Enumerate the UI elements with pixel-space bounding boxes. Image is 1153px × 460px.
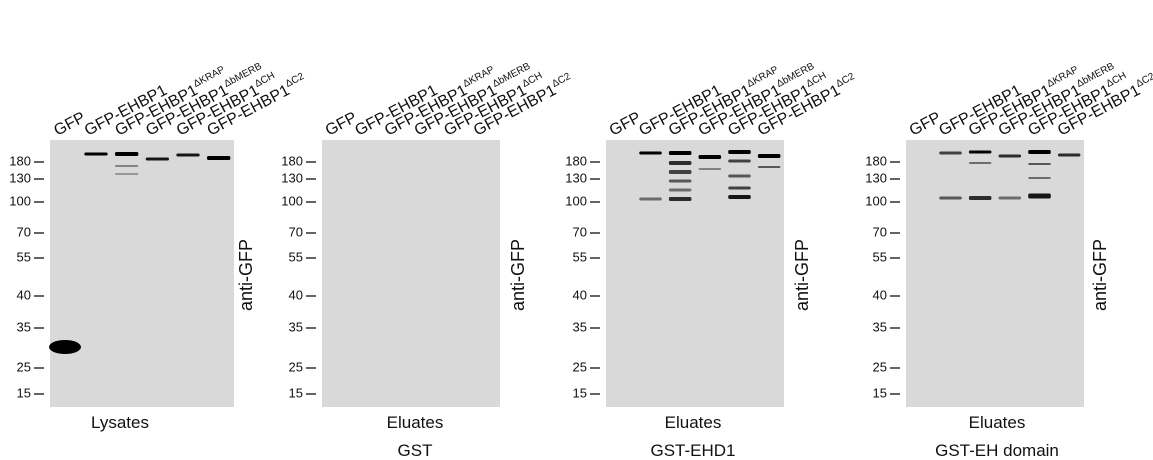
marker-label: 180 <box>565 153 587 168</box>
marker-label: 35 <box>17 319 31 334</box>
band <box>968 162 992 164</box>
marker-label: 100 <box>865 193 887 208</box>
band <box>728 159 751 163</box>
marker-label: 55 <box>289 249 303 264</box>
band <box>668 161 692 165</box>
lane-superscript: ΔC2 <box>1134 71 1153 90</box>
marker-label: 70 <box>289 224 303 239</box>
panel: GFPGFP-EHBP1GFP-EHBP1ΔKRAPGFP-EHBP1ΔbMER… <box>281 61 573 460</box>
panel: GFPGFP-EHBP1GFP-EHBP1ΔKRAPGFP-EHBP1ΔbMER… <box>9 61 307 432</box>
band <box>1028 150 1051 154</box>
antibody-label: anti-GFP <box>508 239 528 311</box>
band <box>668 151 692 155</box>
marker-label: 15 <box>873 385 887 400</box>
band <box>1057 153 1081 157</box>
band <box>757 166 781 168</box>
marker-label: 40 <box>573 287 587 302</box>
band <box>668 188 692 192</box>
marker-label: 35 <box>289 319 303 334</box>
marker-label: 55 <box>873 249 887 264</box>
marker-label: 40 <box>289 287 303 302</box>
band <box>176 153 200 157</box>
band <box>145 157 169 161</box>
band <box>49 340 81 354</box>
band <box>939 151 962 155</box>
band <box>115 165 139 167</box>
band <box>698 155 722 159</box>
band <box>757 154 781 158</box>
marker-label: 55 <box>573 249 587 264</box>
marker-label: 25 <box>573 359 587 374</box>
caption: GST-EH domain <box>935 441 1059 460</box>
marker-label: 15 <box>573 385 587 400</box>
band <box>668 197 692 201</box>
band <box>728 186 751 190</box>
lane-superscript: ΔC2 <box>834 71 857 90</box>
band <box>998 196 1022 200</box>
band <box>668 179 692 183</box>
band <box>939 196 962 200</box>
caption: Eluates <box>969 413 1026 432</box>
marker-label: 55 <box>17 249 31 264</box>
band <box>728 174 751 178</box>
blot <box>50 140 234 407</box>
marker-label: 130 <box>281 170 303 185</box>
band <box>115 152 139 156</box>
marker-label: 35 <box>873 319 887 334</box>
caption: Eluates <box>387 413 444 432</box>
antibody-label: anti-GFP <box>1090 239 1110 311</box>
caption: Eluates <box>665 413 722 432</box>
band <box>1028 193 1051 199</box>
marker-label: 100 <box>565 193 587 208</box>
marker-label: 180 <box>865 153 887 168</box>
caption: Lysates <box>91 413 149 432</box>
marker-label: 40 <box>873 287 887 302</box>
marker-label: 35 <box>573 319 587 334</box>
marker-label: 130 <box>9 170 31 185</box>
marker-label: 70 <box>873 224 887 239</box>
marker-label: 100 <box>9 193 31 208</box>
band <box>968 150 992 154</box>
marker-label: 70 <box>17 224 31 239</box>
band <box>698 168 722 170</box>
marker-label: 180 <box>281 153 303 168</box>
band <box>728 195 751 199</box>
marker-label: 100 <box>281 193 303 208</box>
band <box>728 150 751 154</box>
band <box>84 152 108 156</box>
marker-label: 70 <box>573 224 587 239</box>
band <box>668 170 692 174</box>
blot <box>322 140 500 407</box>
band <box>115 173 139 175</box>
band <box>639 197 662 201</box>
band <box>207 156 231 160</box>
panel: GFPGFP-EHBP1GFP-EHBP1ΔKRAPGFP-EHBP1ΔbMER… <box>865 61 1153 460</box>
marker-label: 25 <box>17 359 31 374</box>
marker-label: 15 <box>17 385 31 400</box>
band <box>998 154 1022 158</box>
marker-label: 130 <box>565 170 587 185</box>
marker-label: 15 <box>289 385 303 400</box>
antibody-label: anti-GFP <box>236 239 256 311</box>
band <box>1028 177 1051 179</box>
blot <box>606 140 784 407</box>
marker-label: 25 <box>873 359 887 374</box>
panel: GFPGFP-EHBP1GFP-EHBP1ΔKRAPGFP-EHBP1ΔbMER… <box>565 61 857 460</box>
marker-label: 130 <box>865 170 887 185</box>
marker-label: 180 <box>9 153 31 168</box>
caption: GST <box>398 441 433 460</box>
blot <box>906 140 1084 407</box>
lane-superscript: ΔC2 <box>284 71 307 90</box>
caption: GST-EHD1 <box>650 441 735 460</box>
band <box>639 151 662 155</box>
marker-label: 40 <box>17 287 31 302</box>
band <box>968 196 992 200</box>
band <box>1028 163 1051 165</box>
marker-label: 25 <box>289 359 303 374</box>
antibody-label: anti-GFP <box>792 239 812 311</box>
lane-superscript: ΔC2 <box>550 71 573 90</box>
